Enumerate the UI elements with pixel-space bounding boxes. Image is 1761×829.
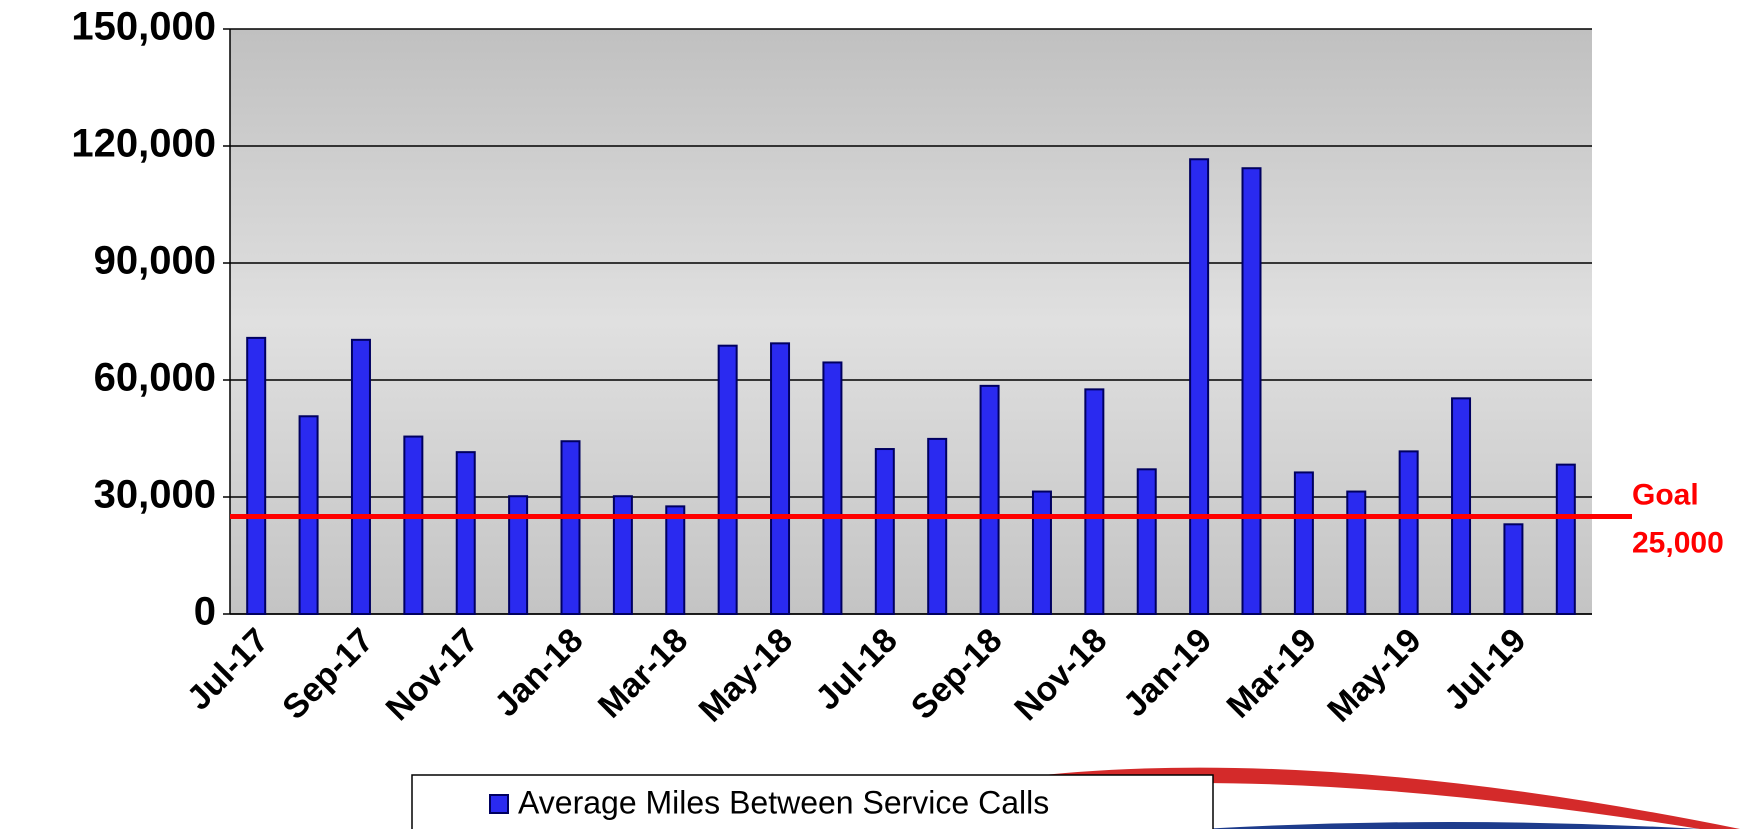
bar (352, 340, 370, 614)
bar (876, 449, 894, 614)
y-tick-label: 0 (194, 590, 216, 634)
x-tick-label: Sep-17 (275, 621, 381, 727)
bar (1452, 398, 1470, 614)
y-tick-label: 60,000 (94, 356, 216, 400)
bar (666, 506, 684, 614)
x-tick-label: Jul-17 (180, 621, 276, 717)
goal-label: 25,000 (1632, 526, 1724, 559)
bar (1138, 469, 1156, 614)
y-tick-label: 120,000 (71, 122, 216, 166)
chart: 030,00060,00090,000120,000150,000Jul-17S… (0, 0, 1761, 829)
x-tick-label: Nov-18 (1007, 621, 1114, 728)
bar (1557, 465, 1575, 614)
bar (509, 496, 527, 614)
bar (404, 437, 422, 614)
x-tick-label: Mar-18 (591, 621, 695, 725)
y-tick-label: 30,000 (94, 473, 216, 517)
bar (719, 346, 737, 614)
bar (981, 386, 999, 614)
bar (771, 343, 789, 614)
x-tick-label: May-18 (692, 621, 800, 729)
x-tick-label: Mar-19 (1220, 621, 1324, 725)
bar (1243, 168, 1261, 614)
bar (562, 441, 580, 614)
bar (1400, 451, 1418, 614)
bar (614, 496, 632, 614)
x-tick-label: Nov-17 (379, 621, 486, 728)
bar (1190, 159, 1208, 614)
bar (457, 452, 475, 614)
y-tick-label: 150,000 (71, 5, 216, 49)
bar (823, 362, 841, 614)
bar (928, 439, 946, 614)
x-tick-label: Sep-18 (904, 621, 1010, 727)
x-tick-label: May-19 (1320, 621, 1428, 729)
bar (247, 338, 265, 614)
x-tick-label: Jan-19 (1116, 621, 1219, 724)
x-tick-label: Jan-18 (487, 621, 590, 724)
y-tick-label: 90,000 (94, 239, 216, 283)
bar (1504, 524, 1522, 614)
bar (1295, 472, 1313, 614)
goal-name: Goal (1632, 478, 1699, 511)
bar (1347, 492, 1365, 614)
plot-area (230, 29, 1592, 614)
bar (1085, 389, 1103, 614)
legend-label: Average Miles Between Service Calls (518, 784, 1049, 820)
decoration (1200, 822, 1700, 829)
x-tick-label: Jul-19 (1437, 621, 1533, 717)
bar (1033, 492, 1051, 614)
legend-swatch (490, 795, 508, 813)
page: 030,00060,00090,000120,000150,000Jul-17S… (0, 0, 1761, 829)
x-tick-label: Jul-18 (808, 621, 904, 717)
